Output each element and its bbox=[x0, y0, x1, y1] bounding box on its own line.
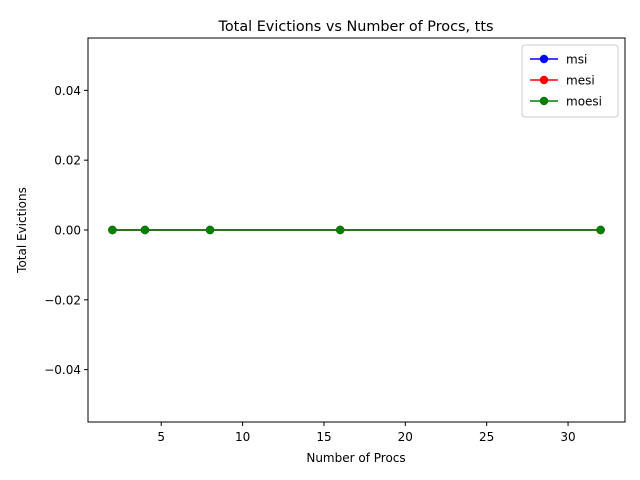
y-tick-label-3: 0.02 bbox=[54, 154, 81, 168]
data-point-moesi-3 bbox=[336, 225, 345, 235]
data-point-moesi-0 bbox=[108, 225, 117, 235]
y-axis-title: Total Evictions bbox=[15, 187, 29, 274]
legend-marker-moesi bbox=[539, 96, 549, 106]
axes: 5 10 15 20 25 30 −0.04 −0.02 0.00 0.02 0.04 bbox=[44, 37, 626, 444]
data-point-moesi-1 bbox=[140, 225, 150, 235]
x-tick-label-2: 15 bbox=[316, 430, 331, 444]
x-tick-label-3: 20 bbox=[398, 430, 413, 444]
legend: msi mesi moesi bbox=[521, 44, 619, 118]
data-point-moesi-4 bbox=[596, 225, 605, 235]
y-tick-label-1: −0.02 bbox=[44, 293, 81, 307]
x-tick-label-1: 10 bbox=[235, 430, 250, 444]
y-tick-label-2: 0.00 bbox=[54, 224, 81, 238]
x-tick-label-4: 25 bbox=[479, 430, 494, 444]
y-tick-label-4: 0.04 bbox=[54, 84, 81, 98]
legend-label-mesi: mesi bbox=[566, 74, 595, 88]
data-point-moesi-2 bbox=[205, 225, 215, 235]
legend-label-moesi: moesi bbox=[566, 95, 602, 109]
x-tick-label-5: 30 bbox=[560, 430, 575, 444]
chart-title: Total Evictions vs Number of Procs, tts bbox=[218, 19, 494, 35]
x-axis-title: Number of Procs bbox=[306, 451, 405, 465]
legend-marker-mesi bbox=[539, 75, 549, 85]
x-tick-label-0: 5 bbox=[157, 430, 165, 444]
legend-label-msi: msi bbox=[566, 53, 587, 67]
legend-marker-msi bbox=[539, 54, 549, 64]
plot-area bbox=[108, 225, 605, 235]
y-tick-label-0: −0.04 bbox=[44, 363, 81, 377]
